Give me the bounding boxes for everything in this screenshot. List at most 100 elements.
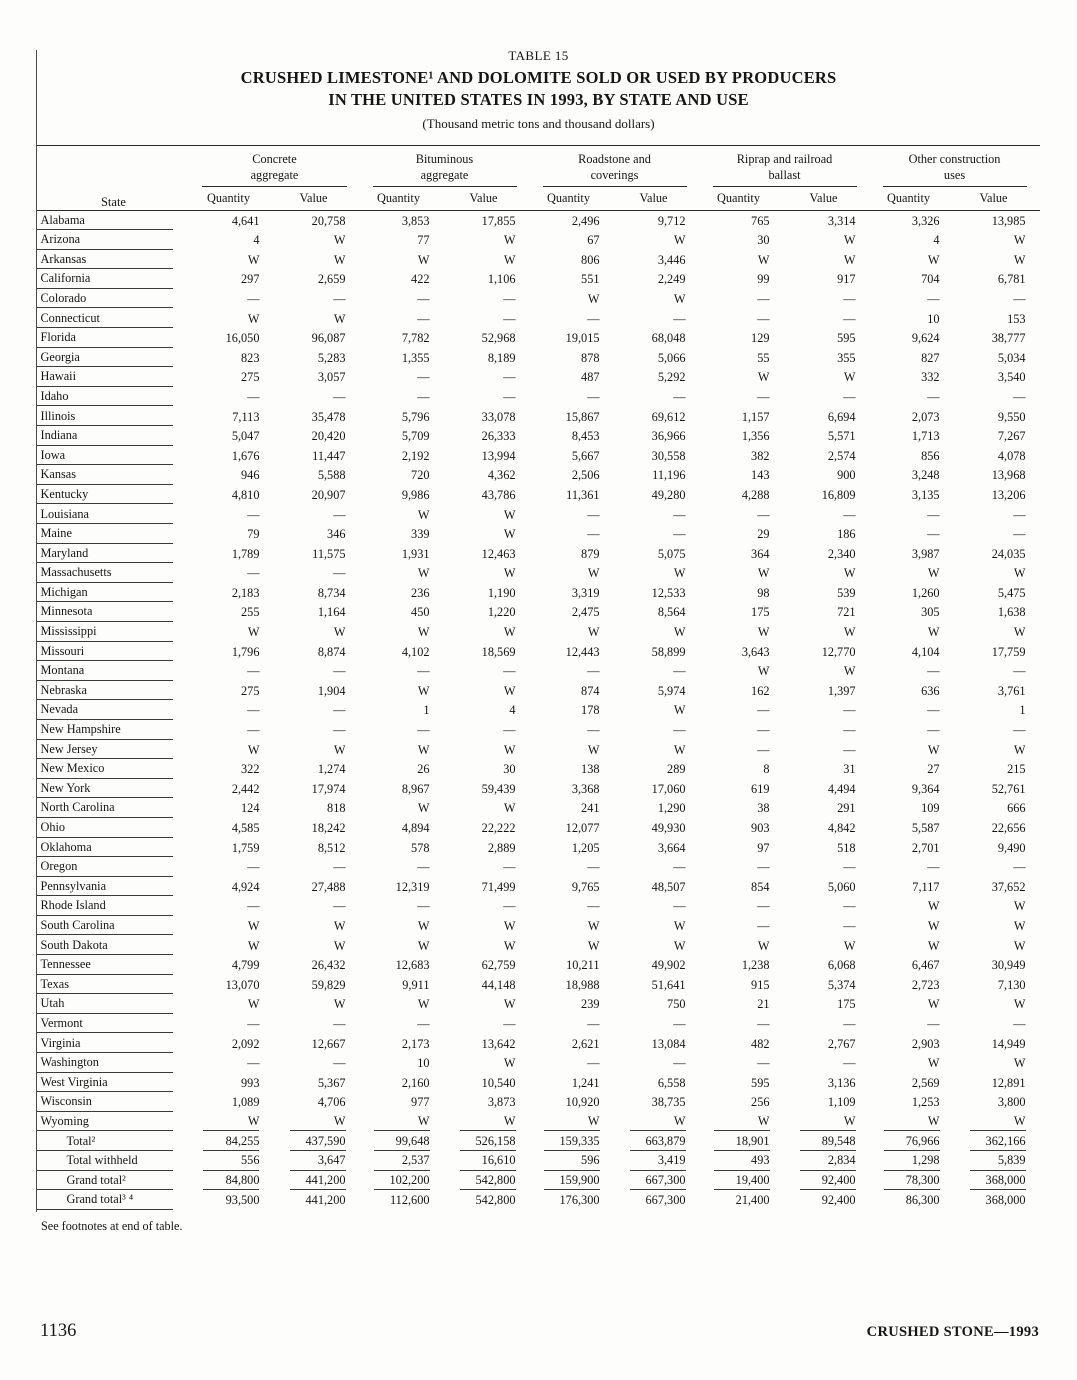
value-cell: 11,575 bbox=[312, 546, 346, 561]
value-cell: 1,355 bbox=[401, 350, 430, 365]
value-cell: W bbox=[843, 566, 856, 581]
data-table: State Concrete aggregate Bituminous aggrega… bbox=[37, 144, 1040, 1210]
value-cell: 1,274 bbox=[317, 762, 346, 777]
value-cell: — bbox=[757, 1056, 770, 1071]
running-title: CRUSHED STONE—1993 bbox=[866, 1324, 1039, 1340]
value-cell: 2,073 bbox=[911, 409, 940, 424]
value-cell: 186 bbox=[837, 527, 856, 542]
state-name: Mississippi bbox=[37, 624, 174, 642]
table-title: CRUSHED LIMESTONE¹ AND DOLOMITE SOLD OR … bbox=[0, 67, 1077, 112]
value-cell: 2,903 bbox=[911, 1036, 940, 1051]
value-cell: 5,034 bbox=[997, 350, 1026, 365]
value-cell: 5,571 bbox=[827, 429, 856, 444]
value-cell: W bbox=[843, 938, 856, 953]
value-cell: W bbox=[843, 252, 856, 267]
value-cell: W bbox=[333, 233, 346, 248]
value-cell: W bbox=[503, 683, 516, 698]
value-cell: 1,164 bbox=[317, 605, 346, 620]
table-row: South Carolina W W W W W W — — W W bbox=[37, 916, 1039, 936]
table-row: Maryland 1,789 11,575 1,931 12,463 879 5,075 36… bbox=[37, 544, 1039, 564]
value-cell: — bbox=[503, 370, 516, 385]
state-name: Wyoming bbox=[37, 1114, 174, 1132]
value-cell: — bbox=[927, 664, 940, 679]
table-row: Nebraska 275 1,904 W W 874 5,974 162 1,397 636 3,7… bbox=[37, 681, 1039, 701]
value-cell: 1,253 bbox=[911, 1095, 940, 1110]
value-cell: W bbox=[1013, 252, 1026, 267]
value-cell: 37,652 bbox=[991, 879, 1026, 894]
value-cell: W bbox=[673, 566, 686, 581]
value-cell: — bbox=[673, 1016, 686, 1031]
column-group-header: Riprap and railroad ballast bbox=[699, 144, 870, 187]
value-cell: 6,068 bbox=[827, 958, 856, 973]
value-cell: 596 bbox=[530, 1151, 614, 1171]
value-cell: 3,987 bbox=[911, 546, 940, 561]
value-cell: 18,569 bbox=[481, 644, 516, 659]
value-cell: 1,241 bbox=[571, 1075, 600, 1090]
value-cell: 20,907 bbox=[311, 487, 346, 502]
value-cell: — bbox=[673, 723, 686, 738]
value-cell: 6,467 bbox=[911, 958, 940, 973]
state-cell: Florida bbox=[37, 328, 189, 348]
value-cell: 86,300 bbox=[905, 1193, 940, 1208]
value-cell: W bbox=[503, 625, 516, 640]
value-cell: 3,319 bbox=[571, 585, 600, 600]
value-cell: 3,314 bbox=[827, 213, 856, 228]
value-cell: — bbox=[673, 311, 686, 326]
value-cell: W bbox=[927, 997, 940, 1012]
scan-border-line bbox=[36, 50, 37, 1212]
value-cell: — bbox=[587, 860, 600, 875]
table-number: TABLE 15 bbox=[508, 48, 569, 63]
value-cell: 5,667 bbox=[571, 448, 600, 463]
value-cell: W bbox=[247, 311, 260, 326]
value-cell: — bbox=[503, 723, 516, 738]
value-cell: W bbox=[843, 233, 856, 248]
table-header: State Concrete aggregate Bituminous aggrega… bbox=[37, 144, 1040, 212]
subcolumn-header: Quantity bbox=[699, 186, 784, 211]
value-cell: 2,569 bbox=[911, 1075, 940, 1090]
state-cell: Colorado bbox=[37, 289, 189, 309]
state-cell: Total² bbox=[37, 1131, 189, 1151]
value-cell: — bbox=[927, 723, 940, 738]
state-name: Arizona bbox=[37, 232, 174, 250]
subcolumn-header: Value bbox=[443, 186, 530, 211]
value-cell: W bbox=[333, 938, 346, 953]
state-name: Nevada bbox=[37, 702, 174, 720]
column-group-header: Bituminous aggregate bbox=[359, 144, 530, 187]
state-cell: Nebraska bbox=[37, 681, 189, 701]
table-row: Louisiana — — W W — — — — — — bbox=[37, 504, 1039, 524]
table-row: Alabama 4,641 20,758 3,853 17,855 2,496 9,712 7… bbox=[37, 211, 1039, 231]
value-cell: W bbox=[927, 1056, 940, 1071]
state-name: Texas bbox=[37, 977, 174, 995]
value-cell: 19,015 bbox=[565, 331, 600, 346]
value-cell: — bbox=[927, 703, 940, 718]
state-cell: Oklahoma bbox=[37, 838, 189, 858]
table-row: California 297 2,659 422 1,106 551 2,249 99 917 7… bbox=[37, 269, 1039, 289]
value-cell: 38,735 bbox=[651, 1095, 686, 1110]
value-cell: 339 bbox=[411, 527, 430, 542]
value-cell: 68,048 bbox=[651, 331, 686, 346]
value-cell: 22,222 bbox=[481, 821, 516, 835]
table-row: Tennessee 4,799 26,432 12,683 62,759 10,211 49… bbox=[37, 955, 1039, 975]
value-cell: 482 bbox=[751, 1036, 770, 1051]
value-cell: 17,759 bbox=[991, 644, 1026, 659]
value-cell: W bbox=[333, 742, 346, 757]
state-name: Wisconsin bbox=[37, 1094, 174, 1112]
value-cell: 4,641 bbox=[231, 213, 260, 228]
value-cell: — bbox=[757, 860, 770, 875]
value-cell: 2,160 bbox=[401, 1075, 430, 1090]
state-cell: Arkansas bbox=[37, 250, 189, 270]
value-cell: 8,734 bbox=[317, 585, 346, 600]
table-row: Illinois 7,113 35,478 5,796 33,078 15,867 69,6… bbox=[37, 406, 1039, 427]
value-cell: 2,496 bbox=[571, 213, 600, 228]
value-cell: — bbox=[587, 507, 600, 522]
value-cell: 2,442 bbox=[231, 781, 260, 796]
value-cell: 15,867 bbox=[565, 409, 600, 424]
page-footer: 1136 CRUSHED STONE—1993 bbox=[40, 1321, 1039, 1342]
value-cell: 4 bbox=[933, 233, 940, 248]
value-cell: — bbox=[247, 664, 260, 679]
value-cell: 3,643 bbox=[741, 644, 770, 659]
value-cell: — bbox=[1013, 1016, 1026, 1031]
state-cell: Louisiana bbox=[37, 504, 189, 524]
value-cell: 7,267 bbox=[997, 429, 1026, 444]
value-cell: 52,968 bbox=[481, 331, 516, 346]
